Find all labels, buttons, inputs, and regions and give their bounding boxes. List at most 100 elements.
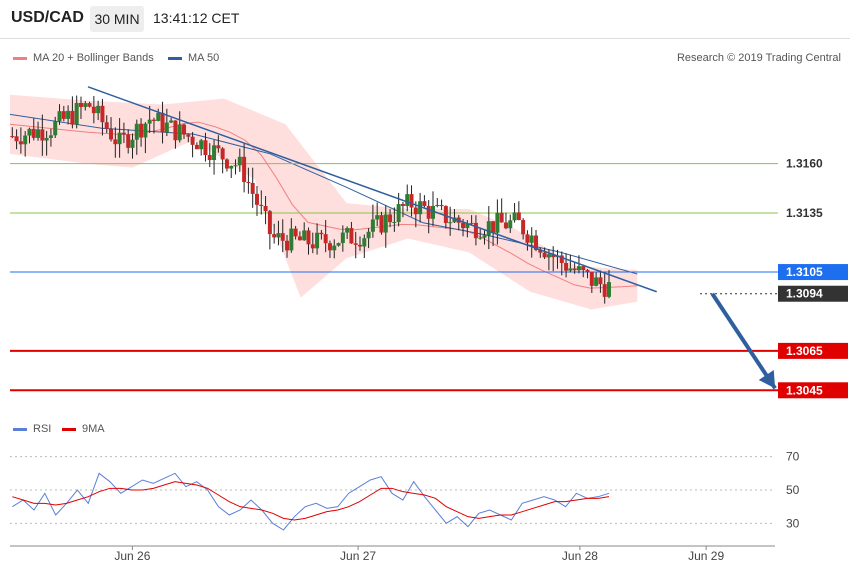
candle-body	[439, 204, 444, 207]
level-label-1.3094: 1.3094	[786, 287, 823, 301]
candle-body	[546, 254, 551, 258]
candle-body	[499, 212, 504, 223]
price-chart[interactable]: 1.3160 1.3135 1.3105 1.3094 1.3065 1.3045	[9, 86, 848, 399]
candle-body	[242, 156, 247, 182]
candle-body	[263, 205, 268, 212]
candle-body	[40, 129, 45, 141]
candle-body	[435, 204, 440, 206]
candle-body	[551, 254, 556, 258]
x-axis: Jun 26 Jun 27 Jun 28 Jun 29	[10, 545, 775, 563]
candle-body	[396, 204, 401, 222]
candle-body	[418, 201, 423, 215]
legend-ma50: MA 50	[168, 52, 219, 64]
clock-label: 13:41:12 CET	[153, 10, 240, 26]
candle-body	[285, 240, 290, 251]
x-tick-label: Jun 28	[562, 549, 598, 563]
level-label-1.3065: 1.3065	[786, 344, 823, 358]
candle-body	[409, 194, 414, 208]
ma9-swatch	[62, 427, 76, 431]
candle-body	[182, 124, 187, 135]
candle-body	[503, 222, 508, 229]
candle-body	[345, 228, 350, 233]
candle-body	[121, 132, 126, 135]
candle-body	[606, 282, 611, 297]
level-label-1.3045: 1.3045	[786, 383, 823, 397]
level-pointer-1.3065	[778, 342, 784, 359]
legend-9ma: 9MA	[62, 423, 105, 435]
x-tick-label: Jun 26	[114, 549, 150, 563]
candle-body	[297, 236, 302, 241]
candle-body	[203, 140, 208, 156]
candle-body	[164, 122, 169, 133]
candle-body	[594, 277, 599, 286]
candle-body	[276, 233, 281, 238]
candle-body	[272, 234, 277, 238]
candle-body	[452, 217, 457, 223]
legend-rsi: RSI	[13, 423, 51, 435]
candle-body	[443, 206, 448, 223]
candle-body	[349, 228, 354, 244]
rsi-legend-label: RSI	[33, 423, 52, 435]
candle-body	[70, 110, 75, 125]
candle-body	[379, 215, 384, 233]
candle-body	[100, 105, 105, 123]
level-tag-1.3065	[778, 342, 848, 359]
candle-body	[302, 230, 307, 241]
rsi-tick-30: 30	[786, 516, 800, 530]
bollinger-label: MA 20 + Bollinger Bands	[33, 52, 154, 64]
candle-body	[521, 220, 526, 235]
ma20-line	[9, 121, 638, 289]
candle-body	[259, 204, 264, 206]
candle-body	[534, 235, 539, 250]
level-pointer-1.3045	[778, 382, 784, 399]
ma50-swatch	[168, 56, 182, 60]
candle-body	[44, 137, 49, 141]
candle-body	[229, 165, 234, 169]
candle-body	[426, 206, 431, 219]
candle-body	[413, 207, 418, 215]
candle-body	[422, 201, 427, 207]
candle-body	[430, 205, 435, 219]
candle-body	[96, 105, 101, 114]
candle-body	[310, 244, 315, 249]
candle-body	[48, 135, 53, 138]
candle-body	[113, 139, 118, 145]
rsi-chart[interactable]: 70 50 30	[10, 450, 800, 531]
candle-body	[190, 136, 195, 145]
candle-body	[18, 141, 23, 145]
candle-body	[306, 230, 311, 245]
candle-body	[482, 235, 487, 238]
candle-body	[250, 182, 255, 194]
timeframe-button[interactable]: 30 MIN	[90, 6, 144, 32]
candle-body	[224, 159, 229, 169]
candle-body	[66, 110, 71, 119]
level-tag-1.3045	[778, 382, 848, 399]
candle-body	[366, 231, 371, 239]
candle-body	[358, 244, 363, 247]
level-pointer-1.3105	[778, 264, 784, 281]
candle-body	[512, 212, 517, 221]
candle-body	[130, 139, 135, 148]
candle-body	[207, 155, 212, 160]
candle-body	[104, 122, 109, 129]
candle-body	[362, 238, 367, 247]
copyright-text: Research © 2019 Trading Central	[676, 52, 841, 64]
rsi-series-rsi	[12, 472, 610, 531]
candle-body	[542, 252, 547, 258]
candle-body	[139, 123, 144, 138]
candle-body	[173, 120, 178, 141]
candle-body	[486, 221, 491, 236]
candle-body	[220, 148, 225, 160]
candle-body	[143, 123, 148, 138]
symbol-label: USD/CAD	[11, 9, 84, 26]
candle-body	[267, 211, 272, 235]
legend-bollinger: MA 20 + Bollinger Bands	[13, 52, 154, 64]
candle-body	[233, 165, 238, 167]
candle-body	[83, 103, 88, 107]
candle-body	[246, 181, 251, 183]
candle-body	[323, 234, 328, 244]
candle-body	[568, 268, 573, 271]
candle-body	[61, 111, 66, 119]
candle-body	[576, 266, 581, 271]
